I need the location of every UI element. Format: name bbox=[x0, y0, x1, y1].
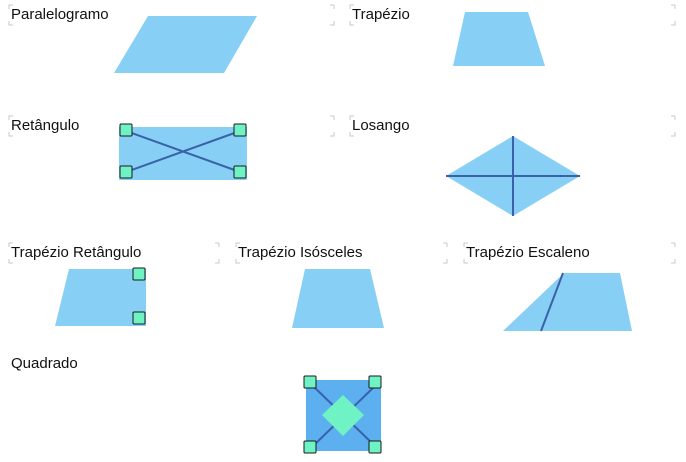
label-losango: Losango bbox=[352, 117, 410, 134]
corner-marker bbox=[303, 440, 317, 454]
label-quadrado: Quadrado bbox=[11, 355, 78, 372]
frame-bracket bbox=[349, 115, 676, 137]
frame-bracket bbox=[463, 242, 676, 264]
frame-bracket bbox=[8, 242, 220, 264]
corner-marker bbox=[119, 123, 133, 137]
parallelogram-shape bbox=[114, 16, 257, 73]
frame-bracket bbox=[8, 115, 335, 137]
label-retangulo: Retângulo bbox=[11, 117, 80, 134]
frame-brackets bbox=[8, 4, 676, 264]
frame-bracket bbox=[235, 242, 448, 264]
corner-marker bbox=[303, 375, 317, 389]
corner-marker bbox=[119, 165, 133, 179]
trapezoid-shape bbox=[453, 12, 545, 66]
label-trapezio: Trapézio bbox=[352, 6, 410, 23]
scalene-trapezoid-height bbox=[540, 272, 564, 332]
isosceles-trapezoid-shape bbox=[292, 269, 384, 328]
square-center-marker bbox=[322, 395, 364, 436]
label-paralelogramo: Paralelogramo bbox=[11, 6, 109, 23]
corner-marker bbox=[132, 267, 146, 281]
label-trapezio-retangulo: Trapézio Retângulo bbox=[11, 244, 142, 261]
corner-marker bbox=[233, 165, 247, 179]
corner-marker bbox=[368, 375, 382, 389]
corner-marker bbox=[132, 311, 146, 325]
corner-marker bbox=[368, 440, 382, 454]
rectangle-diagonal bbox=[125, 130, 241, 173]
frame-bracket bbox=[349, 4, 676, 26]
corner-marker bbox=[233, 123, 247, 137]
label-trapezio-isosceles: Trapézio Isósceles bbox=[238, 244, 363, 261]
label-trapezio-escaleno: Trapézio Escaleno bbox=[466, 244, 590, 261]
right-trapezoid-shape bbox=[55, 269, 146, 326]
frame-bracket bbox=[8, 4, 335, 26]
scalene-trapezoid-shape bbox=[503, 273, 632, 331]
